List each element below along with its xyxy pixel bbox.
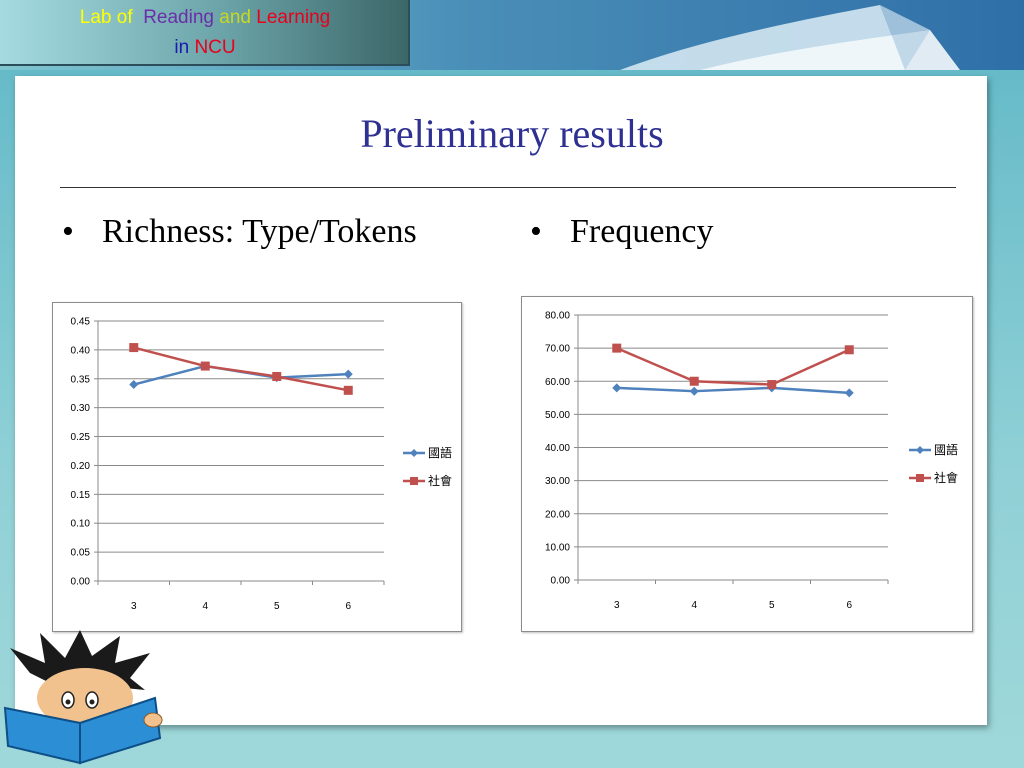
data-point-series-2 xyxy=(343,385,353,395)
data-point-series-2 xyxy=(129,343,139,353)
chart-frequency-svg: 0.00 10.00 20.00 30.00 40.00 50.00 60.00 70.00 8… xyxy=(545,311,958,612)
y-tick-label: 50.00 xyxy=(545,410,570,421)
lab-logo: Lab of Reading and Learning in NCU xyxy=(0,0,410,66)
data-point-series-2 xyxy=(272,371,282,381)
data-point-series-2 xyxy=(612,343,622,353)
x-tick-label: 5 xyxy=(769,600,775,611)
y-tick-label: 0.00 xyxy=(551,576,571,587)
series-line-1 xyxy=(616,386,850,395)
series-line-1 xyxy=(133,364,349,386)
y-tick-label: 0.05 xyxy=(71,548,91,559)
bullet-text: Frequency xyxy=(570,213,714,250)
logo-line-1: Lab of Reading and Learning xyxy=(0,6,410,30)
y-tick-label: 0.00 xyxy=(71,577,91,588)
y-tick-label: 0.35 xyxy=(71,374,91,385)
reading-boy-mascot xyxy=(3,630,163,765)
y-tick-label: 0.20 xyxy=(71,461,91,472)
data-point-series-1 xyxy=(689,386,699,396)
page-curl-decoration xyxy=(620,5,960,70)
data-point-series-1 xyxy=(612,383,622,393)
series-line-2 xyxy=(616,346,850,386)
y-tick-label: 0.15 xyxy=(71,490,91,501)
series-line-2 xyxy=(133,346,349,392)
legend-marker xyxy=(410,477,418,485)
y-tick-label: 0.25 xyxy=(71,432,91,443)
title-divider xyxy=(60,187,956,188)
legend-marker xyxy=(916,474,924,482)
chart-richness-svg: 0.00 0.05 0.10 0.15 0.20 0.25 0.30 0.35 0.40 0.45… xyxy=(71,317,452,613)
bullet-glyph: • xyxy=(62,213,74,250)
y-tick-label: 20.00 xyxy=(545,509,570,520)
data-point-series-2 xyxy=(200,361,210,371)
legend-label: 國語 xyxy=(934,442,958,457)
logo-word-of: of xyxy=(116,7,133,28)
legend-label: 國語 xyxy=(428,445,452,460)
y-tick-label: 0.45 xyxy=(71,317,91,328)
x-tick-label: 6 xyxy=(846,600,852,611)
bullet-glyph: • xyxy=(530,213,542,250)
legend-marker xyxy=(916,446,924,454)
x-tick-label: 6 xyxy=(345,601,351,612)
y-tick-label: 10.00 xyxy=(545,542,570,553)
data-point-series-1 xyxy=(844,388,854,398)
legend-label: 社會 xyxy=(428,473,452,488)
data-point-series-2 xyxy=(689,376,699,386)
bullet-text: Richness: Type/Tokens xyxy=(102,213,417,250)
x-tick-label: 4 xyxy=(691,600,697,611)
chart-richness: 0.00 0.05 0.10 0.15 0.20 0.25 0.30 0.35 0.40 0.45… xyxy=(52,302,462,632)
x-tick-label: 3 xyxy=(131,601,137,612)
legend-label: 社會 xyxy=(934,470,958,485)
data-point-series-1 xyxy=(343,369,353,379)
bullet-frequency: • Frequency xyxy=(530,212,714,252)
bullet-richness: • Richness: Type/Tokens xyxy=(62,212,417,252)
slide-title: Preliminary results xyxy=(360,111,664,156)
y-tick-label: 80.00 xyxy=(545,311,570,322)
logo-word-and: and xyxy=(219,7,251,28)
y-tick-label: 60.00 xyxy=(545,377,570,388)
y-tick-label: 0.40 xyxy=(71,345,91,356)
y-tick-label: 0.30 xyxy=(71,403,91,414)
legend-marker xyxy=(410,449,418,457)
data-point-series-1 xyxy=(129,380,139,390)
logo-line-2: in NCU xyxy=(0,36,410,60)
data-point-series-2 xyxy=(767,380,777,390)
data-point-series-2 xyxy=(844,345,854,355)
y-tick-label: 70.00 xyxy=(545,344,570,355)
chart-frequency: 0.00 10.00 20.00 30.00 40.00 50.00 60.00 70.00 8… xyxy=(521,296,973,632)
x-tick-label: 3 xyxy=(614,600,620,611)
logo-word-in: in xyxy=(174,37,190,58)
logo-word-reading: Reading xyxy=(143,7,214,28)
logo-word-lab: Lab xyxy=(79,7,112,28)
logo-word-learning: Learning xyxy=(256,7,331,28)
logo-word-ncu: NCU xyxy=(194,37,236,58)
y-tick-label: 40.00 xyxy=(545,443,570,454)
x-tick-label: 4 xyxy=(202,601,208,612)
y-tick-label: 0.10 xyxy=(71,519,91,530)
x-tick-label: 5 xyxy=(274,601,280,612)
y-tick-label: 30.00 xyxy=(545,476,570,487)
